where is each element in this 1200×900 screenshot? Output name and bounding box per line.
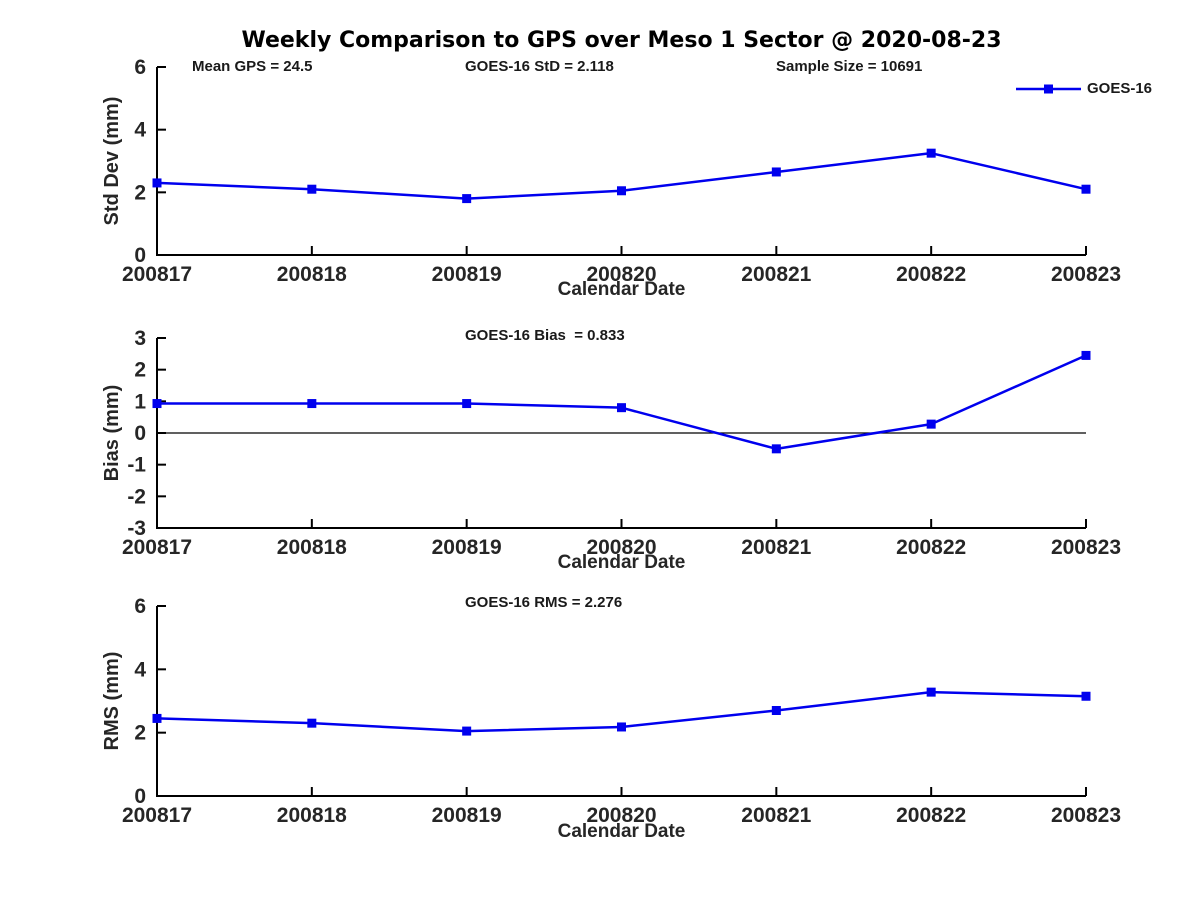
x-tick-label: 200823 [1051,804,1121,827]
data-point-marker [462,399,472,409]
data-point-marker [617,403,626,413]
data-point-marker [926,687,936,697]
annotation-sample-size: Sample Size = 10691 [776,58,923,75]
legend [1016,84,1081,94]
data-point-marker [1081,350,1091,360]
x-tick-label: 200818 [277,804,347,827]
x-tick-label: 200819 [432,263,502,286]
annotation-goes16-std: GOES-16 StD = 2.118 [465,58,614,75]
legend-marker [1044,84,1053,94]
x-axis-label-middle: Calendar Date [557,552,686,573]
data-point-marker [771,706,781,715]
x-tick-label: 200820 [586,804,656,827]
x-tick-label: 200817 [122,263,192,286]
y-tick-label: 6 [134,595,146,618]
y-tick-label: -1 [127,454,146,477]
data-point-marker [1081,184,1091,194]
chart-title: Weekly Comparison to GPS over Meso 1 Sec… [241,28,1002,53]
legend-label: GOES-16 [1087,80,1153,97]
y-tick-label: 6 [134,56,146,79]
y-tick-label: 2 [134,359,146,382]
y-tick-label: 4 [134,658,146,681]
x-axis-label-top: Calendar Date [557,279,686,300]
subplot-rms-panel: 0 2 4 6 200817 200818 200819 200820 200821 200822… [122,595,1121,827]
y-tick-label: 3 [134,327,146,350]
data-point-marker [307,399,317,409]
x-tick-label: 200822 [896,804,966,827]
data-point-marker [926,419,936,429]
y-tick-label: 0 [134,422,146,445]
subplot-std-dev-panel: 0 2 4 6 200817 200818 200819 200820 200821 200822… [122,56,1121,286]
x-tick-label: 200817 [122,536,192,559]
x-tick-label: 200820 [586,263,656,286]
data-point-marker [926,148,936,158]
y-tick-label: 2 [134,181,146,204]
x-axis-label-bottom: Calendar Date [557,821,686,842]
axes-spine [156,67,1086,256]
x-tick-label: 200818 [277,536,347,559]
x-tick-label: 200819 [432,804,502,827]
y-tick-label: 2 [134,722,146,745]
x-tick-label: 200822 [896,263,966,286]
y-tick-label: -2 [127,485,146,508]
x-tick-label: 200821 [741,536,811,559]
data-point-marker [771,167,781,177]
annotation-mean-gps: Mean GPS = 24.5 [192,58,313,75]
x-tick-label: 200821 [741,263,811,286]
x-tick-label: 200820 [586,536,656,559]
data-point-marker [462,726,472,736]
data-point-marker [617,722,626,732]
data-point-marker [152,399,162,409]
y-tick-label: 4 [134,119,146,142]
y-tick-label: 0 [134,244,146,267]
y-axis-label-std-dev: Std Dev (mm) [101,96,123,226]
data-point-marker [771,444,781,454]
data-point-marker [307,718,317,728]
data-point-marker [617,186,626,196]
x-tick-label: 200823 [1051,263,1121,286]
data-point-marker [307,184,317,194]
x-tick-label: 200823 [1051,536,1121,559]
y-axis-label-rms: RMS (mm) [101,651,123,751]
annotation-goes16-rms: GOES-16 RMS = 2.276 [465,594,623,611]
y-axis-label-bias: Bias (mm) [101,384,123,482]
x-tick-label: 200818 [277,263,347,286]
data-point-marker [152,713,162,723]
x-tick-label: 200821 [741,804,811,827]
y-tick-label: 1 [134,390,146,413]
data-point-marker [462,194,472,204]
y-tick-label: 0 [134,785,146,808]
annotation-goes16-bias: GOES-16 Bias = 0.833 [465,327,625,344]
axes-spine [156,606,1086,797]
data-point-marker [152,178,162,188]
data-line-GOES-16 [157,354,1087,451]
x-tick-label: 200819 [432,536,502,559]
x-tick-label: 200822 [896,536,966,559]
data-point-marker [1081,691,1091,701]
x-tick-label: 200817 [122,804,192,827]
subplot-bias-panel: -3 -2 -1 0 1 2 3 200817 200818 200819 200820 200821… [122,327,1121,559]
y-tick-label: -3 [127,517,146,540]
